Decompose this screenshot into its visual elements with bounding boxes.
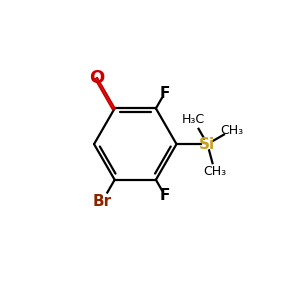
Text: Si: Si: [200, 136, 215, 152]
Text: Br: Br: [93, 194, 112, 209]
Text: F: F: [160, 85, 170, 100]
Text: CH₃: CH₃: [203, 165, 226, 178]
Text: CH₃: CH₃: [220, 124, 243, 136]
Text: H₃C: H₃C: [182, 113, 205, 126]
Text: F: F: [160, 188, 170, 202]
Text: O: O: [89, 69, 105, 87]
